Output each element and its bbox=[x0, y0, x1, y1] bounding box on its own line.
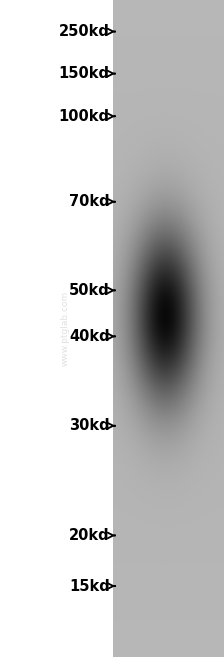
Text: 150kd: 150kd bbox=[59, 66, 110, 81]
Text: 40kd: 40kd bbox=[69, 329, 110, 344]
Text: 50kd: 50kd bbox=[69, 283, 110, 298]
Text: 15kd: 15kd bbox=[69, 579, 110, 593]
Text: 20kd: 20kd bbox=[69, 528, 110, 543]
Text: 70kd: 70kd bbox=[69, 194, 110, 209]
Text: 30kd: 30kd bbox=[69, 419, 110, 433]
Text: 250kd: 250kd bbox=[59, 24, 110, 39]
Text: 100kd: 100kd bbox=[59, 109, 110, 124]
Text: www.ptglab.com: www.ptglab.com bbox=[60, 291, 69, 366]
Bar bbox=[0, 0, 113, 657]
